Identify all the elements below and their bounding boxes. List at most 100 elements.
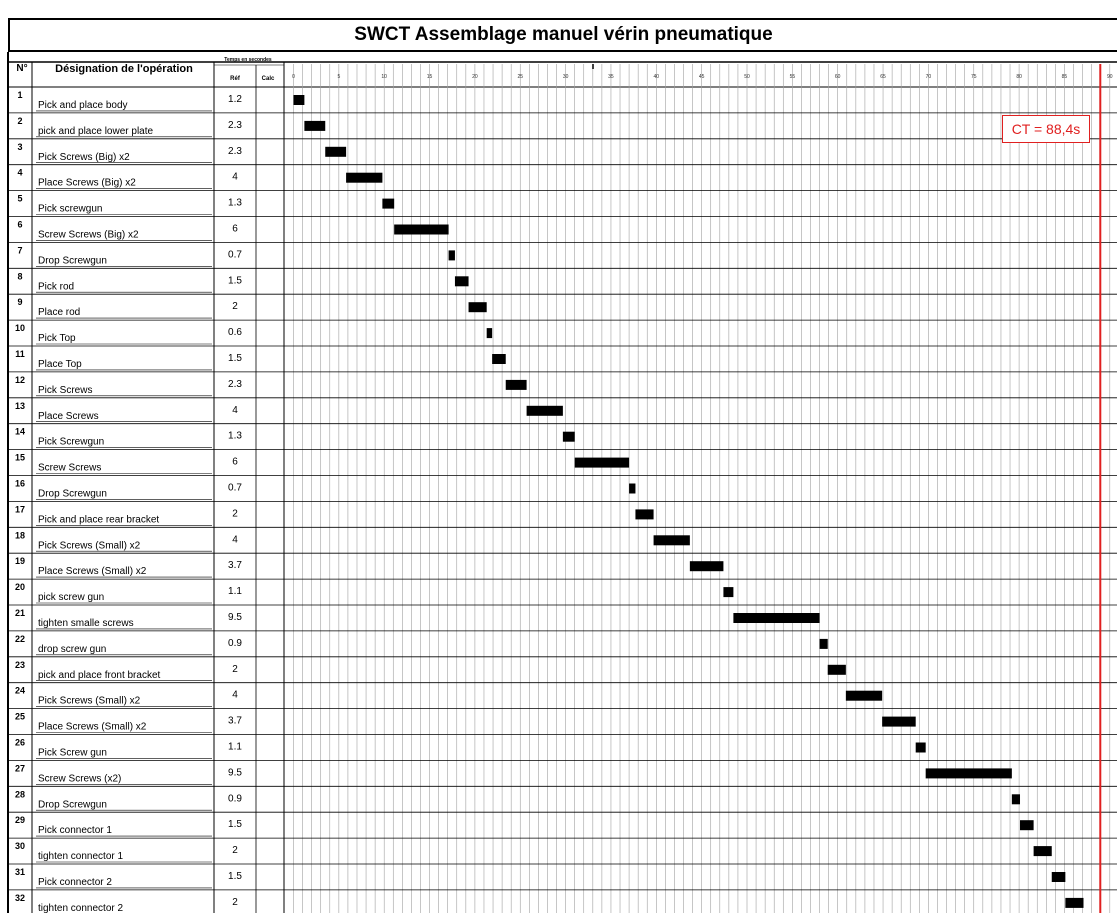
gantt-bar xyxy=(293,95,305,105)
gantt-bar xyxy=(382,198,395,209)
operation-label: Screw Screws xyxy=(38,463,101,474)
operation-label: Place Screws (Big) x2 xyxy=(38,178,136,189)
gantt-bar xyxy=(689,561,724,572)
header-calc: Calc xyxy=(262,76,275,82)
operation-time: 2 xyxy=(232,664,238,675)
row-number: 11 xyxy=(15,349,25,359)
operation-label: Pick Top xyxy=(38,333,76,344)
x-tick-label: 80 xyxy=(1016,74,1022,80)
row-number: 6 xyxy=(17,220,22,230)
header-ref: Réf xyxy=(230,76,241,82)
operation-time: 2 xyxy=(232,508,238,519)
gantt-bar xyxy=(845,690,883,701)
x-tick-label: 35 xyxy=(608,74,614,80)
operation-time: 3.7 xyxy=(228,716,242,727)
operation-label: Pick screwgun xyxy=(38,204,102,215)
operation-time: 9.5 xyxy=(228,767,242,778)
gantt-bar xyxy=(1033,846,1052,857)
row-number: 7 xyxy=(17,245,22,255)
operation-time: 4 xyxy=(232,690,238,701)
header-num: N° xyxy=(16,63,27,74)
gantt-bar xyxy=(486,328,493,339)
operation-time: 4 xyxy=(232,405,238,416)
gantt-bar xyxy=(505,379,527,390)
operation-time: 1.2 xyxy=(228,94,242,105)
operation-label: Place Screws (Small) x2 xyxy=(38,722,147,733)
operation-label: Drop Screwgun xyxy=(38,255,107,266)
x-tick-label: 60 xyxy=(835,74,841,80)
gantt-bar xyxy=(629,483,636,494)
operation-label: Pick Screws (Small) x2 xyxy=(38,540,141,551)
row-number: 28 xyxy=(15,789,25,799)
operation-label: Pick Screwgun xyxy=(38,437,104,448)
gantt-bar xyxy=(574,457,630,468)
row-number: 25 xyxy=(15,712,25,722)
x-axis-ticks: 0 5 10 15 20 25 30 35 40 45 50 55 60 65 70 75 80 85 90 xyxy=(292,64,1113,80)
row-number: 26 xyxy=(15,738,25,748)
row-number: 22 xyxy=(15,634,25,644)
x-tick-label: 85 xyxy=(1062,74,1068,80)
operation-time: 2 xyxy=(232,845,238,856)
gantt-bar xyxy=(346,172,383,183)
gantt-bar xyxy=(562,431,575,442)
operation-label: Pick Screws xyxy=(38,385,92,396)
operation-time: 2.3 xyxy=(228,379,242,390)
operation-label: Pick Screw gun xyxy=(38,748,107,759)
cycle-time-label: CT = 88,4s xyxy=(1002,115,1090,143)
operation-time: 4 xyxy=(232,534,238,545)
gantt-bar xyxy=(653,535,690,546)
row-number: 29 xyxy=(15,815,25,825)
row-number: 8 xyxy=(17,271,22,281)
row-number: 5 xyxy=(17,194,22,204)
operation-label: Pick connector 2 xyxy=(38,877,112,888)
operation-label: Pick and place body xyxy=(38,100,128,111)
gantt-bar xyxy=(492,354,506,364)
x-tick-label: 70 xyxy=(926,74,932,80)
row-number: 14 xyxy=(15,427,25,437)
gantt-bar xyxy=(526,405,563,416)
operation-time: 4 xyxy=(232,172,238,183)
header-designation: Désignation de l'opération xyxy=(55,63,193,75)
operation-label: tighten connector 1 xyxy=(38,851,123,862)
operation-time: 1.3 xyxy=(228,431,242,442)
x-tick-label: 10 xyxy=(381,74,387,80)
gantt-bar xyxy=(394,224,449,235)
operation-label: Place Screws (Small) x2 xyxy=(38,566,147,577)
operation-label: Pick Screws (Big) x2 xyxy=(38,152,130,163)
header-time-group: Temps en secondes xyxy=(224,57,272,63)
row-number: 10 xyxy=(15,323,25,333)
gantt-bar xyxy=(723,587,734,598)
x-tick-label: 45 xyxy=(699,74,705,80)
row-number: 30 xyxy=(15,841,25,851)
operation-time: 2 xyxy=(232,897,238,908)
x-tick-label: 25 xyxy=(517,74,523,80)
x-tick-label: 65 xyxy=(880,74,886,80)
operation-time: 1.1 xyxy=(228,742,242,753)
operation-time: 0.7 xyxy=(228,249,242,260)
operation-label: Pick connector 1 xyxy=(38,825,112,836)
operation-time: 2.3 xyxy=(228,146,242,157)
x-tick-label: 55 xyxy=(790,74,796,80)
operation-label: Place rod xyxy=(38,307,80,318)
operation-time: 0.6 xyxy=(228,327,242,338)
operation-label: tighten connector 2 xyxy=(38,903,123,913)
x-tick-label: 30 xyxy=(563,74,569,80)
operation-label: Screw Screws (x2) xyxy=(38,773,121,784)
operation-time: 3.7 xyxy=(228,560,242,571)
gantt-bar xyxy=(454,276,469,287)
operation-label: Place Top xyxy=(38,359,82,370)
operation-time: 1.3 xyxy=(228,198,242,209)
gantt-bars xyxy=(293,95,1084,908)
operation-time: 1.5 xyxy=(228,871,242,882)
gantt-bar xyxy=(819,638,828,649)
gantt-bar xyxy=(915,742,926,753)
table-frame xyxy=(7,52,1117,913)
operation-time: 9.5 xyxy=(228,612,242,623)
row-number: 20 xyxy=(15,582,25,592)
gantt-bar xyxy=(635,509,654,520)
operation-time: 1.5 xyxy=(228,353,242,364)
row-number: 1 xyxy=(17,90,22,100)
x-tick-label: 90 xyxy=(1107,74,1113,80)
x-tick-label: 20 xyxy=(472,74,478,80)
operation-time: 0.9 xyxy=(228,638,242,649)
